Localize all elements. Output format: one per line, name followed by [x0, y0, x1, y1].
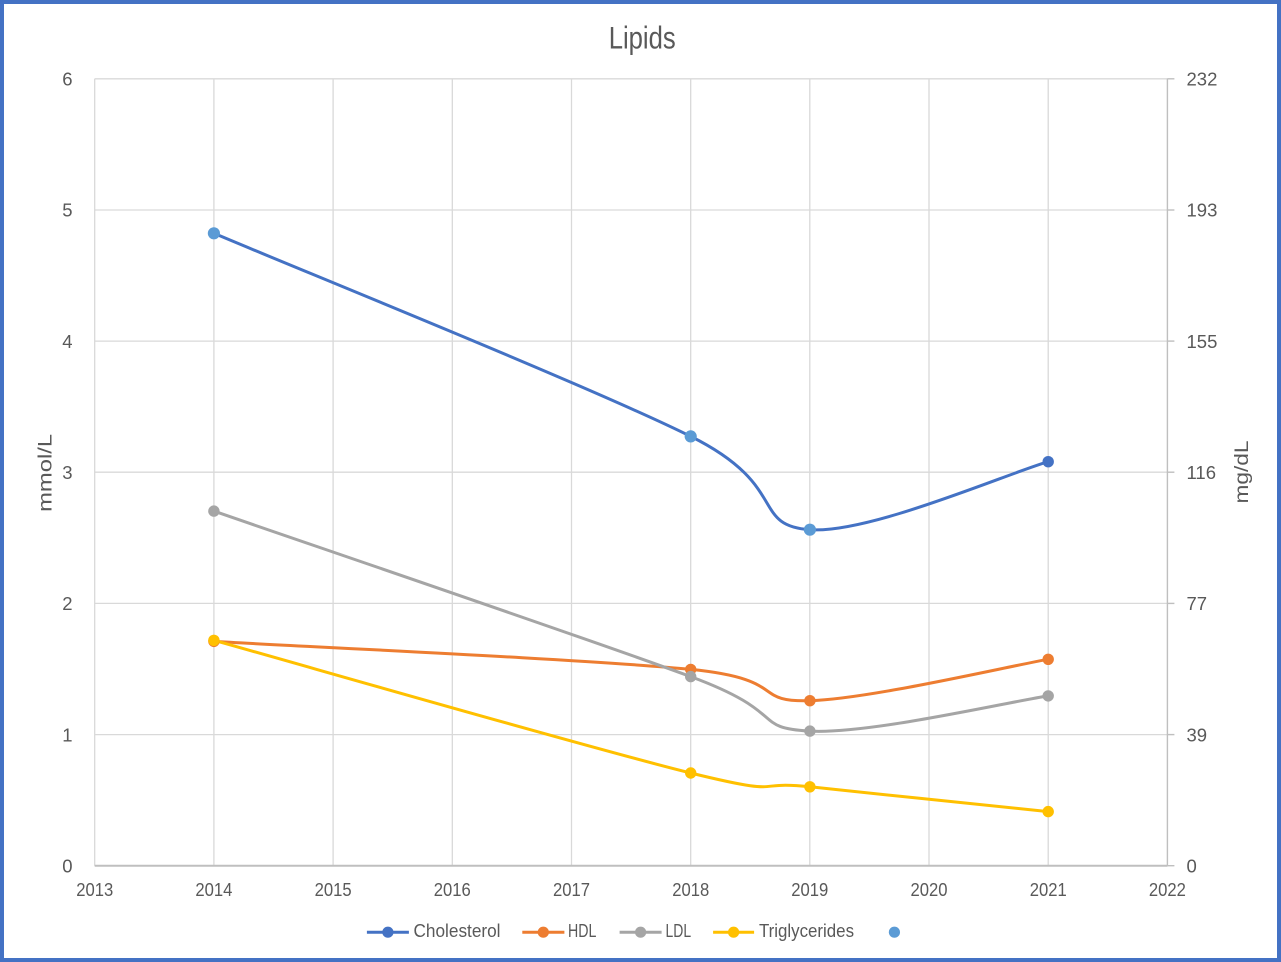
svg-text:2022: 2022 [1149, 879, 1186, 900]
svg-text:5: 5 [62, 200, 72, 221]
svg-text:Triglycerides: Triglycerides [759, 920, 854, 941]
svg-text:mg/dL: mg/dL [1231, 440, 1253, 503]
svg-text:193: 193 [1187, 200, 1218, 221]
svg-text:2013: 2013 [76, 879, 113, 900]
svg-text:155: 155 [1187, 331, 1218, 352]
svg-text:1: 1 [62, 724, 72, 745]
svg-text:HDL: HDL [568, 920, 596, 941]
svg-text:2017: 2017 [553, 879, 590, 900]
svg-text:0: 0 [62, 855, 72, 876]
svg-text:2014: 2014 [195, 879, 232, 900]
svg-text:232: 232 [1187, 69, 1218, 90]
svg-text:2019: 2019 [791, 879, 828, 900]
svg-text:Lipids: Lipids [609, 20, 676, 56]
svg-text:77: 77 [1187, 593, 1208, 614]
svg-text:mmol/L: mmol/L [35, 434, 57, 512]
svg-text:LDL: LDL [666, 920, 692, 941]
svg-text:2: 2 [62, 593, 72, 614]
svg-text:2020: 2020 [911, 879, 948, 900]
svg-text:39: 39 [1187, 724, 1208, 745]
svg-text:2015: 2015 [315, 879, 352, 900]
svg-text:0: 0 [1187, 855, 1197, 876]
svg-text:2021: 2021 [1030, 879, 1067, 900]
svg-text:Cholesterol: Cholesterol [414, 920, 501, 941]
svg-text:2016: 2016 [434, 879, 471, 900]
svg-text:116: 116 [1187, 462, 1217, 483]
svg-text:3: 3 [62, 462, 72, 483]
svg-text:2018: 2018 [672, 879, 709, 900]
svg-text:4: 4 [62, 331, 72, 352]
svg-text:6: 6 [62, 69, 72, 90]
